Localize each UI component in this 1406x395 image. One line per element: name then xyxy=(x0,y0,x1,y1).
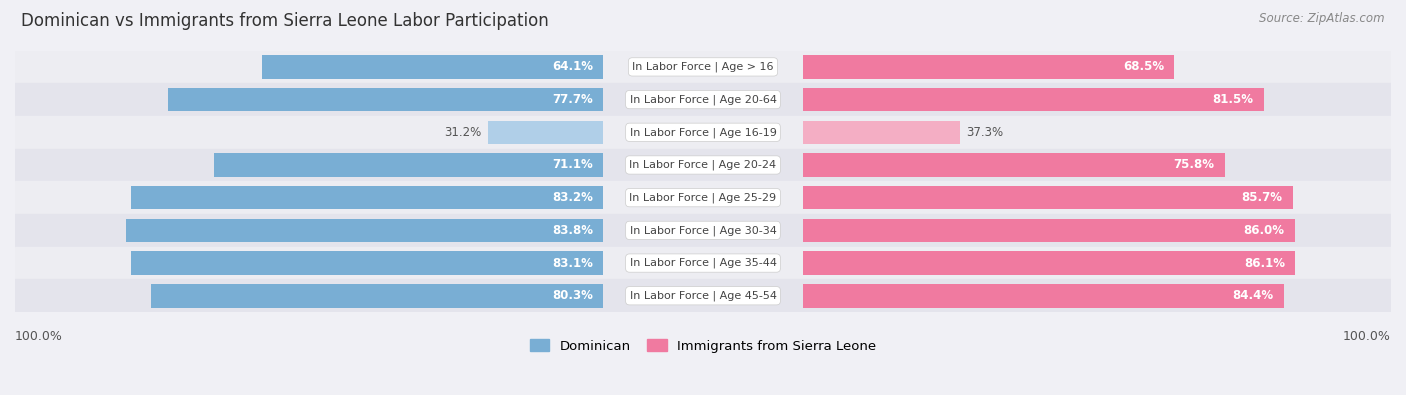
Bar xyxy=(131,186,603,209)
Text: 77.7%: 77.7% xyxy=(553,93,593,106)
Legend: Dominican, Immigrants from Sierra Leone: Dominican, Immigrants from Sierra Leone xyxy=(530,339,876,353)
Bar xyxy=(803,218,1295,242)
Text: 84.4%: 84.4% xyxy=(1232,289,1274,302)
Text: Source: ZipAtlas.com: Source: ZipAtlas.com xyxy=(1260,12,1385,25)
Bar xyxy=(262,55,603,79)
Bar xyxy=(15,83,1391,116)
Bar xyxy=(131,251,603,275)
Bar xyxy=(15,247,1391,279)
Text: 86.0%: 86.0% xyxy=(1243,224,1284,237)
Text: 31.2%: 31.2% xyxy=(444,126,481,139)
Bar xyxy=(15,279,1391,312)
Text: 64.1%: 64.1% xyxy=(553,60,593,73)
Bar xyxy=(150,284,603,308)
Bar xyxy=(15,181,1391,214)
Bar xyxy=(803,120,960,144)
Bar xyxy=(803,284,1284,308)
Text: In Labor Force | Age 30-34: In Labor Force | Age 30-34 xyxy=(630,225,776,235)
Bar xyxy=(15,149,1391,181)
Text: In Labor Force | Age 25-29: In Labor Force | Age 25-29 xyxy=(630,192,776,203)
Text: In Labor Force | Age 45-54: In Labor Force | Age 45-54 xyxy=(630,290,776,301)
Text: 68.5%: 68.5% xyxy=(1123,60,1164,73)
Text: 75.8%: 75.8% xyxy=(1173,158,1215,171)
Text: 71.1%: 71.1% xyxy=(553,158,593,171)
Text: 37.3%: 37.3% xyxy=(966,126,1004,139)
Bar xyxy=(803,251,1295,275)
Text: In Labor Force | Age 20-64: In Labor Force | Age 20-64 xyxy=(630,94,776,105)
Bar xyxy=(214,153,603,177)
Bar xyxy=(803,88,1264,111)
Text: 85.7%: 85.7% xyxy=(1241,191,1282,204)
Text: 100.0%: 100.0% xyxy=(15,330,63,343)
Text: In Labor Force | Age 20-24: In Labor Force | Age 20-24 xyxy=(630,160,776,170)
Bar xyxy=(15,214,1391,247)
Text: 100.0%: 100.0% xyxy=(1343,330,1391,343)
Text: 80.3%: 80.3% xyxy=(553,289,593,302)
Text: In Labor Force | Age 35-44: In Labor Force | Age 35-44 xyxy=(630,258,776,268)
Bar xyxy=(803,186,1292,209)
Text: Dominican vs Immigrants from Sierra Leone Labor Participation: Dominican vs Immigrants from Sierra Leon… xyxy=(21,12,548,30)
Bar xyxy=(127,218,603,242)
Text: 86.1%: 86.1% xyxy=(1244,257,1285,269)
Text: In Labor Force | Age 16-19: In Labor Force | Age 16-19 xyxy=(630,127,776,137)
Bar xyxy=(169,88,603,111)
Bar xyxy=(803,153,1225,177)
Text: In Labor Force | Age > 16: In Labor Force | Age > 16 xyxy=(633,62,773,72)
Text: 83.1%: 83.1% xyxy=(553,257,593,269)
Bar xyxy=(803,55,1174,79)
Text: 81.5%: 81.5% xyxy=(1212,93,1253,106)
Bar xyxy=(15,51,1391,83)
Bar xyxy=(15,116,1391,149)
Bar xyxy=(488,120,603,144)
Text: 83.8%: 83.8% xyxy=(553,224,593,237)
Text: 83.2%: 83.2% xyxy=(553,191,593,204)
